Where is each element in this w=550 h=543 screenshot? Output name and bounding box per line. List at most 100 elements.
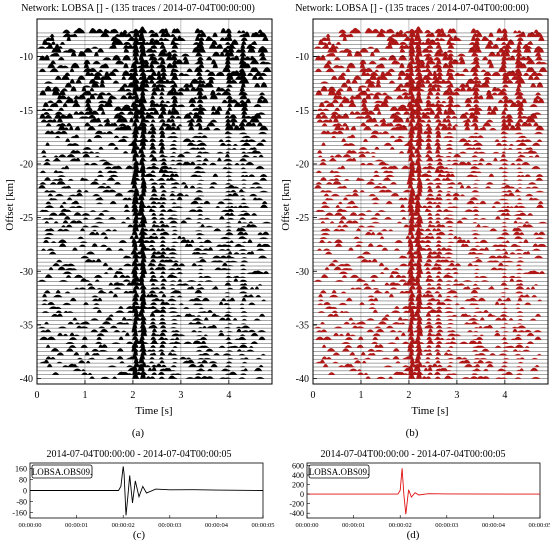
- trace: [37, 142, 272, 150]
- trace: [37, 306, 272, 313]
- trace: [313, 353, 548, 360]
- y-tick-label: -35: [296, 320, 309, 331]
- panel-b-label: (b): [406, 427, 419, 439]
- trace: [37, 170, 272, 177]
- y-tick-label: -40: [20, 374, 33, 385]
- trace: [313, 342, 548, 348]
- panel-a-frame: [36, 18, 273, 385]
- x-tick-label: 4: [502, 390, 507, 401]
- y-tick-label: 80: [19, 476, 27, 485]
- trace: [37, 178, 272, 185]
- panel-d-title: 2014-07-04T00:00:00 - 2014-07-04T00:00:0…: [321, 449, 506, 460]
- x-tick-label: 3: [178, 390, 183, 401]
- trace: [313, 26, 548, 34]
- panel-b: Network: LOBSA [] - (135 traces / 2014-0…: [280, 3, 549, 439]
- trace: [313, 30, 548, 38]
- trace: [313, 221, 548, 228]
- trace: [37, 38, 272, 45]
- trace: [37, 214, 272, 220]
- panel-d-x-ticks: 00:00:00 00:00:01 00:00:02 00:00:03 00:00:04…: [295, 515, 550, 529]
- panel-c-trace-label-box: LOBSA.OBS09.: [31, 464, 93, 479]
- trace: [313, 159, 548, 166]
- trace: [37, 230, 272, 236]
- trace: [37, 43, 272, 49]
- trace: [313, 292, 548, 298]
- trace: [37, 224, 272, 232]
- trace: [313, 293, 548, 302]
- panel-c-y-ticks: 160 80 0 -80 -160: [12, 465, 33, 518]
- panel-a: Network: LOBSA [] - (135 traces / 2014-0…: [4, 3, 273, 439]
- y-tick-label: -25: [296, 213, 309, 224]
- x-tick-label: 0: [311, 390, 316, 401]
- trace: [37, 77, 272, 84]
- panel-b-y-ticks: -10 -15 -20 -25 -30 -35 -40: [296, 52, 317, 385]
- y-tick-label: -35: [20, 320, 33, 331]
- panel-c: 2014-07-04T00:00:00 - 2014-07-04T00:00:0…: [12, 449, 274, 541]
- y-tick-label: -400: [289, 509, 304, 518]
- trace: [313, 196, 548, 205]
- trace: [313, 205, 548, 212]
- panel-c-x-ticks: 00:00:00 00:00:01 00:00:02 00:00:03 00:00:04…: [18, 515, 275, 529]
- panel-a-plot-area: [36, 19, 272, 384]
- panel-c-label: (c): [133, 529, 146, 541]
- y-tick-label: 0: [23, 487, 27, 496]
- trace: [37, 236, 272, 243]
- x-tick-label: 00:00:04: [205, 522, 229, 529]
- panel-a-x-ticks: 0 1 2 3 4: [35, 380, 231, 401]
- panel-b-plot-area: [312, 19, 548, 384]
- trace: [313, 137, 548, 142]
- trace: [313, 236, 548, 243]
- x-tick-label: 3: [454, 390, 459, 401]
- panel-c-plot-area: [30, 466, 264, 516]
- trace: [313, 38, 548, 45]
- panel-a-label: (a): [132, 427, 145, 439]
- panel-c-trace-label: LOBSA.OBS09.: [32, 467, 93, 477]
- trace: [313, 66, 548, 72]
- panel-b-y-label: Offset [km]: [280, 179, 292, 230]
- x-tick-label: 0: [35, 390, 40, 401]
- trace: [37, 137, 272, 142]
- panel-c-title: 2014-07-04T00:00:00 - 2014-07-04T00:00:0…: [47, 449, 232, 460]
- trace: [313, 131, 548, 138]
- trace: [313, 367, 548, 375]
- trace: [37, 205, 272, 212]
- y-tick-label: 0: [300, 490, 304, 499]
- trace: [37, 239, 272, 247]
- panel-d: 2014-07-04T00:00:00 - 2014-07-04T00:00:0…: [289, 449, 550, 541]
- y-tick-label: 160: [15, 465, 27, 474]
- x-tick-label: 00:00:04: [482, 522, 506, 529]
- x-tick-label: 00:00:02: [112, 522, 135, 529]
- x-tick-label: 2: [406, 390, 411, 401]
- panel-d-trace-label-box: LOBSA.OBS09.: [308, 464, 370, 479]
- panel-d-frame: [306, 462, 541, 519]
- trace: [37, 278, 272, 286]
- y-tick-label: -40: [296, 374, 309, 385]
- y-tick-label: -20: [296, 159, 309, 170]
- trace: [313, 263, 548, 271]
- x-tick-label: 1: [358, 390, 363, 401]
- trace: [313, 77, 548, 84]
- panel-b-frame: [312, 18, 549, 385]
- panel-d-label: (d): [407, 529, 420, 541]
- trace: [313, 188, 548, 197]
- y-tick-label: 200: [292, 481, 304, 490]
- panel-d-trace-label: LOBSA.OBS09.: [309, 467, 370, 477]
- panel-b-x-ticks: 0 1 2 3 4: [311, 380, 507, 401]
- trace: [313, 170, 548, 177]
- panel-b-x-label: Time [s]: [411, 405, 448, 417]
- x-tick-label: 00:00:03: [158, 522, 181, 529]
- panel-d-plot-area: [307, 468, 541, 515]
- trace: [37, 30, 272, 38]
- x-tick-label: 00:00:01: [65, 522, 88, 529]
- trace: [313, 244, 548, 251]
- trace: [37, 201, 272, 208]
- y-tick-label: -10: [296, 52, 309, 63]
- trace: [313, 298, 548, 306]
- trace: [37, 263, 272, 271]
- trace: [37, 155, 272, 162]
- series-line: [30, 466, 264, 516]
- trace: [313, 310, 548, 317]
- trace: [313, 142, 548, 150]
- series-line: [307, 468, 541, 515]
